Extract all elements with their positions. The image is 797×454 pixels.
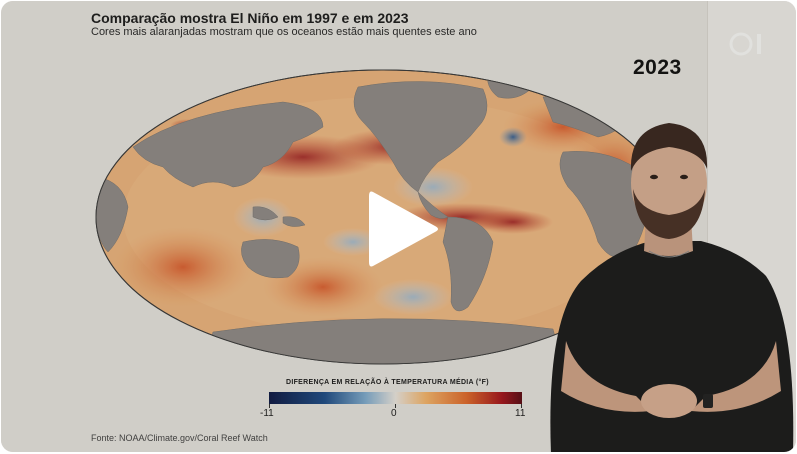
legend-max: 11 — [515, 408, 526, 419]
land-north-america — [353, 81, 488, 193]
legend-tick — [521, 404, 522, 408]
land-antarctica — [202, 318, 564, 364]
legend-tick — [395, 404, 396, 408]
legend-min: -11 — [260, 408, 274, 419]
source-credit: Fonte: NOAA/Climate.gov/Coral Reef Watch — [91, 433, 268, 443]
play-icon[interactable] — [355, 184, 445, 274]
presenter-shirt — [550, 241, 794, 452]
legend-title: DIFERENÇA EM RELAÇÃO À TEMPERATURA MÉDIA… — [286, 379, 489, 386]
land-south-america — [442, 216, 494, 312]
color-scale-bar — [269, 392, 522, 404]
land-australia — [241, 239, 300, 279]
video-subtitle: Cores mais alaranjadas mostram que os oc… — [91, 26, 477, 38]
presenter-head — [631, 135, 707, 231]
land-asia — [132, 101, 324, 188]
video-title: Comparação mostra El Niño em 1997 e em 2… — [91, 10, 409, 26]
year-label: 2023 — [633, 56, 682, 79]
presenter — [550, 123, 794, 452]
legend-mid: 0 — [391, 408, 397, 419]
legend-tick — [269, 404, 270, 408]
broadcaster-logo — [729, 32, 761, 56]
